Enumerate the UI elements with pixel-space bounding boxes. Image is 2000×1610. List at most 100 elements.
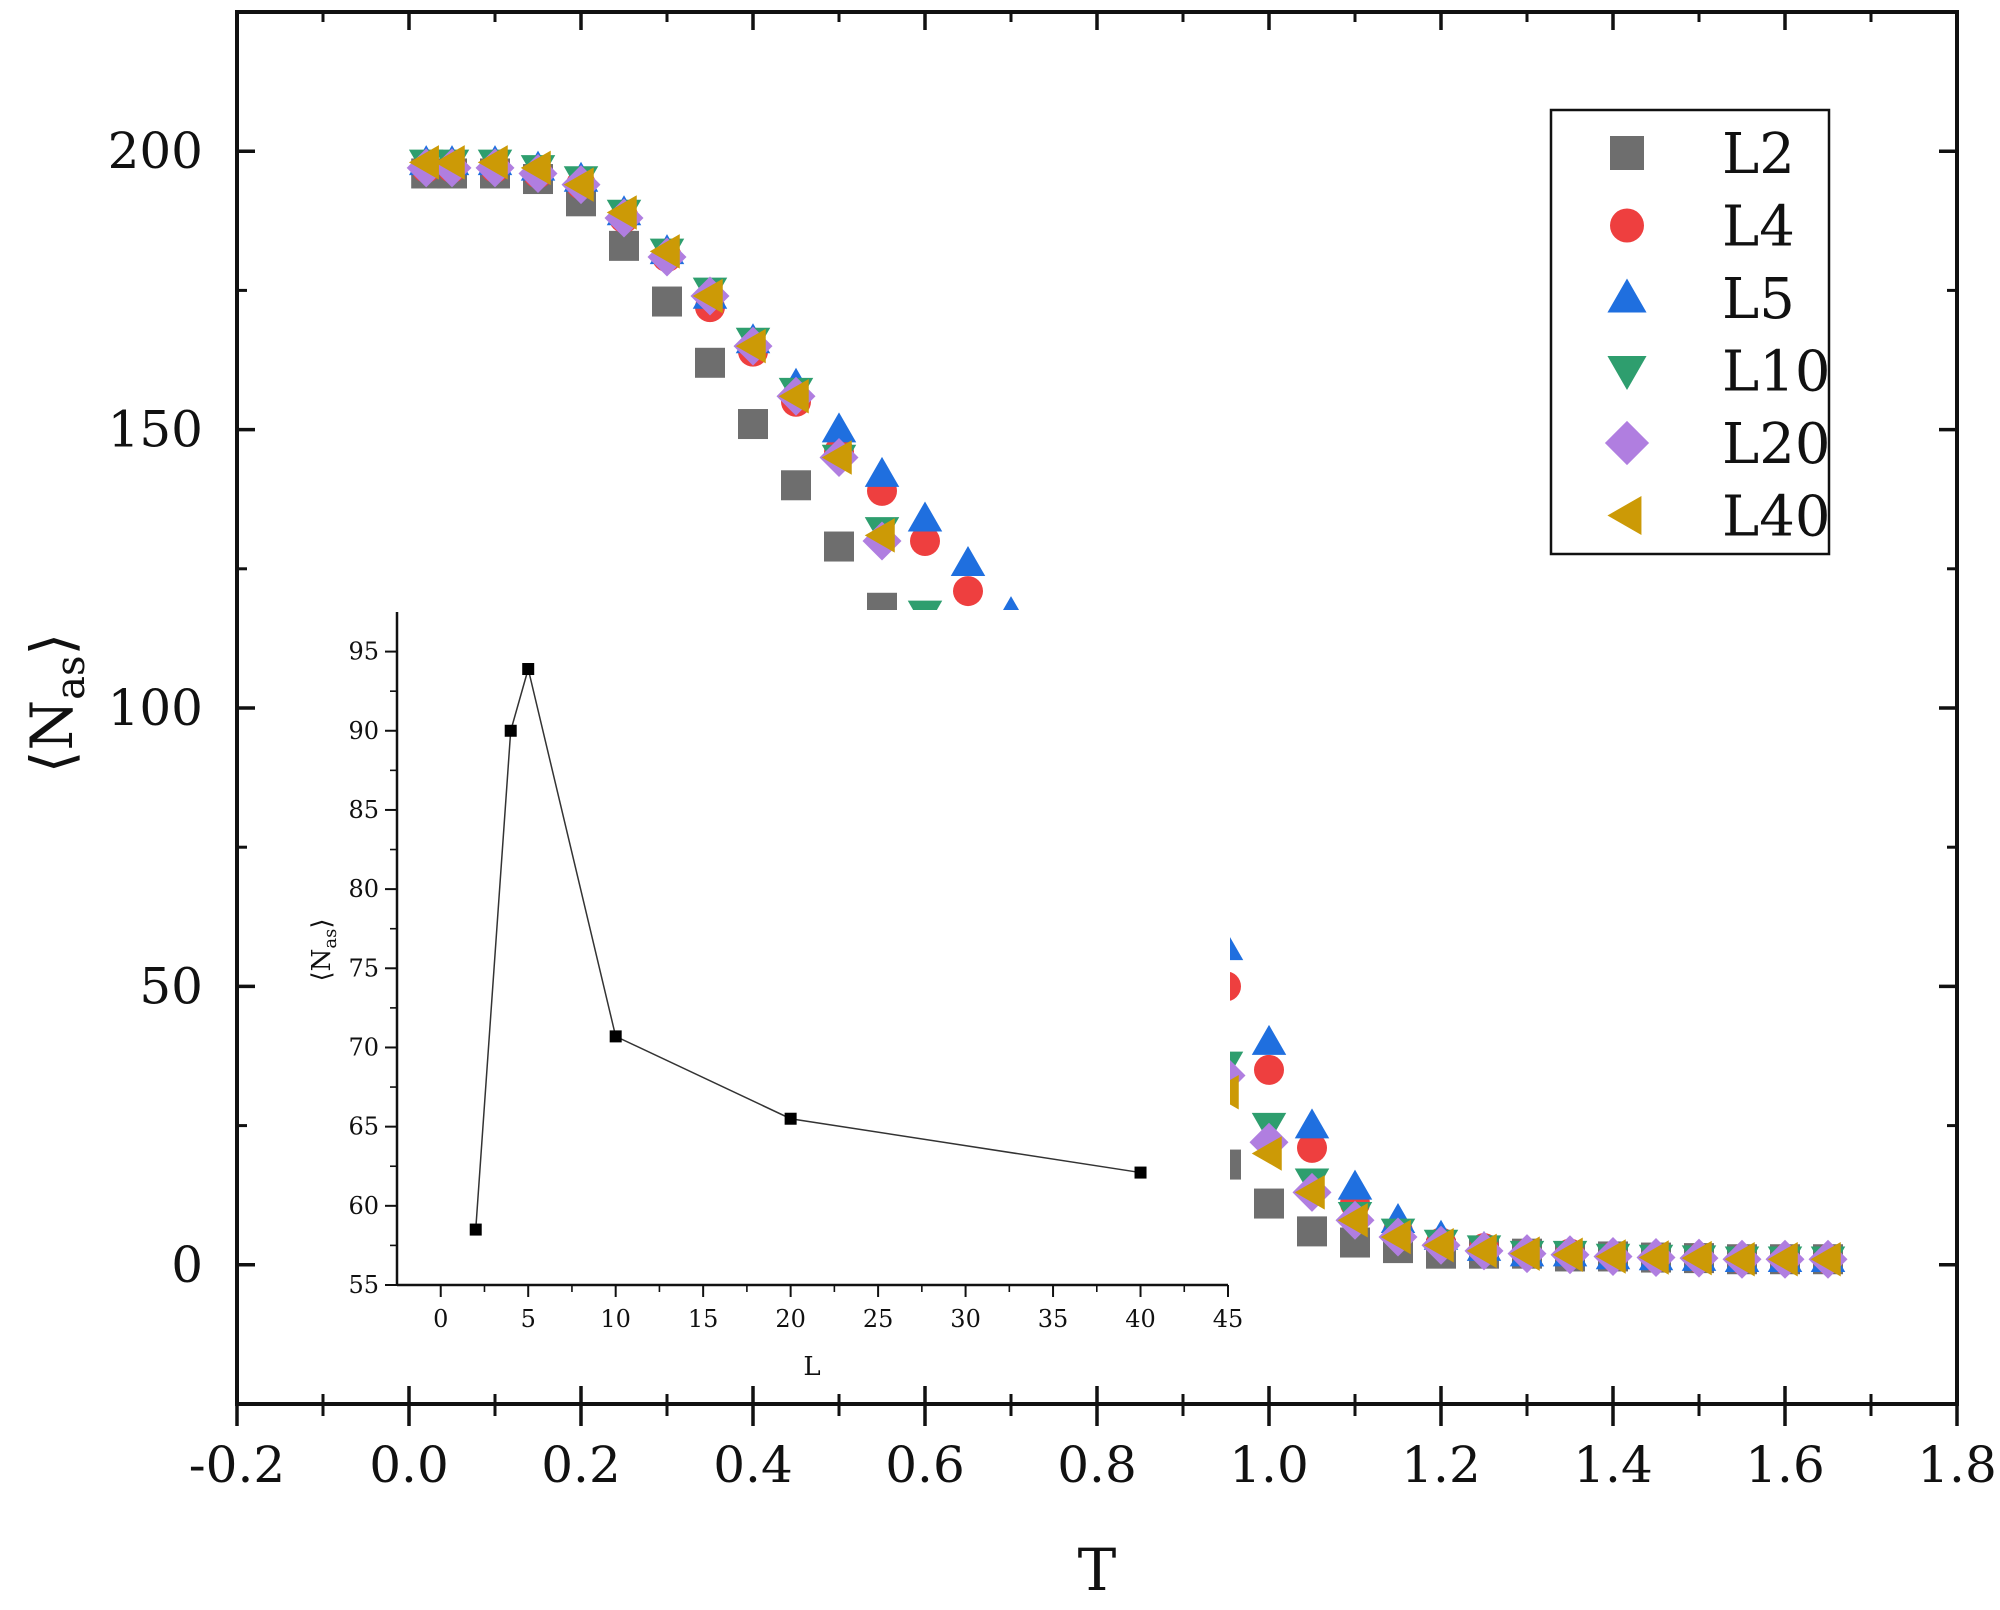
legend-marker-l20: [1604, 420, 1650, 466]
point-l40: [477, 145, 508, 180]
point-l2: [738, 409, 768, 440]
main-x-tick-label: 0.8: [1057, 1436, 1137, 1494]
inset-x-tick-label: 0: [433, 1305, 448, 1333]
main-x-tick-label: 0.0: [369, 1436, 449, 1494]
point-l5: [950, 545, 986, 576]
inset-y-axis-title-subscript: as: [320, 929, 341, 949]
point-l40: [1509, 1236, 1540, 1271]
point-l40: [1724, 1241, 1755, 1277]
legend-label-l20: L20: [1722, 412, 1830, 477]
point-l40: [735, 328, 766, 364]
main-y-axis-title-subscript: as: [48, 655, 94, 699]
point-l40: [606, 195, 637, 230]
point-l40: [1466, 1233, 1497, 1269]
legend-label-l2: L2: [1722, 122, 1795, 187]
point-l40: [1251, 1136, 1282, 1171]
main-ticks: -0.2 0.0 0.2 0.4 0.6 0.8 1.0 1.2 1.4 1.6 1.8050100…: [108, 12, 1997, 1494]
inset-point: [469, 1223, 482, 1236]
inset-x-axis-title: L: [803, 1352, 820, 1382]
legend-label-l5: L5: [1722, 267, 1795, 332]
main-x-tick-label: 0.6: [885, 1436, 965, 1494]
point-l40: [434, 145, 465, 180]
main-y-axis-title-left-angle: ⟨: [18, 751, 86, 774]
inset-x-tick-label: 5: [521, 1305, 536, 1333]
point-l40: [1638, 1240, 1669, 1275]
point-l40: [1595, 1239, 1626, 1274]
point-l2: [652, 286, 682, 317]
point-l40: [1681, 1240, 1712, 1276]
main-y-tick-label: 150: [108, 401, 203, 459]
inset-background: [395, 610, 1230, 1285]
point-l40: [1767, 1241, 1798, 1277]
inset-y-tick-label: 75: [348, 954, 379, 982]
point-l4: [1254, 1054, 1284, 1085]
point-l40: [1337, 1203, 1368, 1238]
inset-y-tick-label: 60: [348, 1192, 379, 1220]
point-l4: [1297, 1132, 1327, 1163]
legend-marker-l40: [1607, 495, 1642, 536]
inset-y-tick-label: 85: [348, 796, 379, 824]
inset-y-tick-label: 70: [348, 1033, 379, 1061]
inset-point: [504, 724, 517, 737]
inset-x-tick-label: 35: [1038, 1305, 1069, 1333]
inset-data-series: [469, 663, 1147, 1236]
point-l40: [520, 150, 551, 186]
point-l40: [778, 378, 809, 414]
inset-y-tick-label: 90: [348, 717, 379, 745]
legend: L2 L4 L5 L10 L20 L40: [1549, 108, 1830, 556]
main-x-tick-label: 1.6: [1745, 1436, 1825, 1494]
inset-y-tick-label: 80: [348, 875, 379, 903]
main-y-axis-title-main: N: [18, 700, 86, 751]
legend-marker-l5: [1607, 278, 1647, 313]
point-l2: [1254, 1188, 1284, 1219]
point-l5: [1337, 1169, 1373, 1200]
inset-ticks: 0 5 10 15 20 25 30 35 40 45 55 60 65 70 75 80 85 90 95: [348, 638, 1243, 1333]
point-l40: [563, 167, 594, 202]
inset-point: [1134, 1166, 1147, 1179]
inset-x-tick-label: 10: [600, 1305, 631, 1333]
inset-series-line: [474, 666, 1141, 1230]
main-y-tick-label: 100: [108, 679, 203, 737]
point-l40: [1810, 1241, 1841, 1277]
inset-x-tick-label: 45: [1213, 1305, 1244, 1333]
main-y-tick-label: 200: [108, 122, 203, 180]
point-l40: [649, 234, 680, 269]
inset-x-tick-label: 30: [950, 1305, 981, 1333]
inset-y-tick-label: 55: [348, 1271, 379, 1299]
legend-marker-l4: [1610, 208, 1644, 243]
inset-y-axis-title-main: N: [307, 949, 337, 972]
point-l40: [1380, 1219, 1411, 1255]
main-y-tick-label: 0: [171, 1236, 203, 1294]
inset-x-tick-label: 40: [1125, 1305, 1156, 1333]
inset-y-tick-label: 95: [348, 638, 379, 666]
inset-point: [784, 1112, 797, 1125]
inset-point: [522, 663, 535, 676]
legend-label-l10: L10: [1722, 340, 1830, 405]
point-l5: [1251, 1024, 1287, 1055]
point-l2: [1297, 1216, 1327, 1247]
svg-text:⟨Nas⟩: ⟨Nas⟩: [307, 918, 341, 981]
inset-y-tick-label: 65: [348, 1113, 379, 1141]
inset-x-tick-label: 20: [775, 1305, 806, 1333]
point-l5: [821, 412, 857, 443]
inset-y-axis-title-right-angle: ⟩: [307, 918, 337, 928]
point-l2: [781, 470, 811, 501]
legend-marker-l2: [1610, 136, 1644, 170]
main-x-axis-title: T: [1078, 1536, 1117, 1604]
main-y-axis-title-right-angle: ⟩: [18, 633, 86, 656]
point-l2: [695, 347, 725, 378]
inset-y-axis-title: ⟨Nas⟩: [307, 918, 341, 981]
main-x-tick-label: 0.2: [541, 1436, 621, 1494]
legend-label-l4: L4: [1722, 195, 1795, 260]
point-l4: [953, 576, 983, 607]
point-l40: [864, 518, 895, 553]
point-l40: [821, 440, 852, 475]
main-x-tick-label: 1.0: [1229, 1436, 1309, 1494]
svg-text:⟨Nas⟩: ⟨Nas⟩: [18, 633, 94, 773]
main-x-tick-label: 0.4: [713, 1436, 793, 1494]
legend-label-l40: L40: [1722, 485, 1830, 550]
inset-x-tick-label: 15: [688, 1305, 719, 1333]
main-x-tick-label: 1.8: [1917, 1436, 1997, 1494]
